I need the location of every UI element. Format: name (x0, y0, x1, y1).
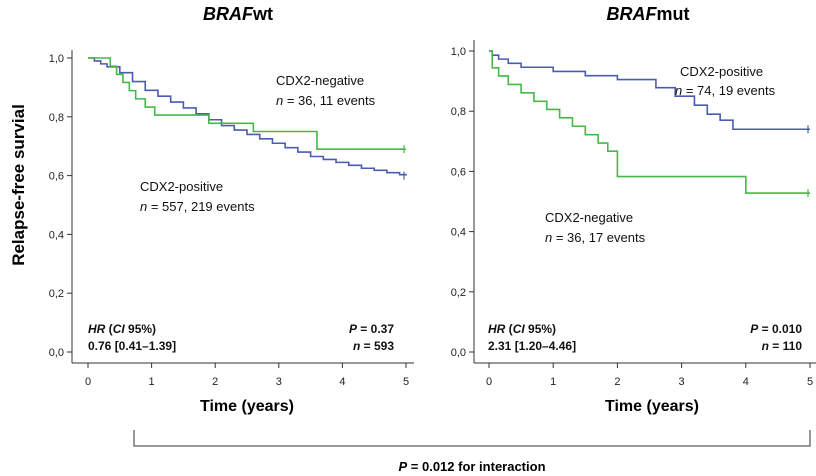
x-tick-label: 3 (276, 376, 282, 388)
p-value: P = 0.010 (750, 322, 802, 336)
y-tick-label: 0,4 (49, 229, 64, 241)
interaction-bracket (133, 430, 811, 447)
cdx2-negative-count: n = 36, 17 events (545, 230, 646, 245)
cdx2-negative-curve (88, 57, 406, 150)
cdx2-negative-curve (489, 50, 810, 194)
curve-group (489, 50, 810, 198)
x-tick-label: 1 (550, 376, 556, 388)
y-tick-label: 0,8 (49, 112, 64, 124)
y-tick-label: 0,2 (49, 288, 64, 300)
panel-title: BRAFmut (607, 4, 690, 24)
x-axis-label: Time (years) (605, 398, 699, 415)
x-tick-label: 5 (403, 376, 409, 388)
x-tick-label: 0 (486, 376, 492, 388)
cdx2-positive-label: CDX2-positive (140, 179, 223, 194)
x-axis-label: Time (years) (200, 398, 294, 415)
tick-group: 0,0 0,2 0,4 0,6 0,8 1,0 0 1 2 3 4 5 (451, 46, 813, 388)
y-tick-label: 0,0 (49, 347, 64, 359)
panel-title: BRAFwt (203, 4, 273, 24)
p-value: P = 0.37 (349, 322, 394, 336)
cdx2-positive-curve (88, 57, 407, 176)
panel-brafmut: BRAFmut 0,0 0,2 0,4 0,6 0,8 1,0 0 1 2 3 4 5 CDX2-po… (451, 4, 816, 415)
x-tick-label: 3 (679, 376, 685, 388)
hr-label: HR (CI 95%) (88, 322, 156, 336)
y-tick-label: 1,0 (451, 46, 466, 58)
hr-label: HR (CI 95%) (488, 322, 556, 336)
cdx2-negative-count: n = 36, 11 events (276, 93, 376, 108)
x-tick-label: 0 (85, 376, 91, 388)
cdx2-positive-label: CDX2-positive (680, 64, 763, 79)
cdx2-positive-count: n = 74, 19 events (675, 83, 776, 98)
cdx2-negative-label: CDX2-negative (545, 210, 633, 225)
x-tick-label: 2 (212, 376, 218, 388)
x-tick-label: 5 (807, 376, 813, 388)
panel-brafwt: BRAFwt 0,0 0,2 0,4 0,6 0,8 1,0 0 1 2 3 4 5 CDX2-neg… (49, 4, 414, 415)
y-tick-label: 0,6 (451, 166, 466, 178)
x-tick-label: 4 (339, 376, 345, 388)
y-tick-label: 0,6 (49, 171, 64, 183)
interaction-p-value: P = 0.012 for interaction (398, 459, 545, 474)
x-tick-label: 1 (149, 376, 155, 388)
x-tick-label: 4 (743, 376, 749, 388)
curve-group (88, 57, 407, 180)
y-tick-label: 0,8 (451, 106, 466, 118)
y-tick-label: 0,0 (451, 347, 466, 359)
cdx2-negative-label: CDX2-negative (276, 73, 364, 88)
hr-value: 2.31 [1.20–4.46] (488, 339, 576, 353)
y-tick-label: 1,0 (49, 53, 64, 65)
y-tick-label: 0,4 (451, 227, 466, 239)
x-tick-label: 2 (614, 376, 620, 388)
tick-group: 0,0 0,2 0,4 0,6 0,8 1,0 0 1 2 3 4 5 (49, 53, 409, 388)
n-value: n = 110 (762, 339, 803, 353)
n-value: n = 593 (353, 339, 394, 353)
cdx2-positive-count: n = 557, 219 events (140, 199, 255, 214)
hr-value: 0.76 [0.41–1.39] (88, 339, 176, 353)
y-tick-label: 0,2 (451, 287, 466, 299)
y-axis-label: Relapse-free survial (9, 104, 28, 266)
cdx2-positive-curve (489, 50, 810, 131)
